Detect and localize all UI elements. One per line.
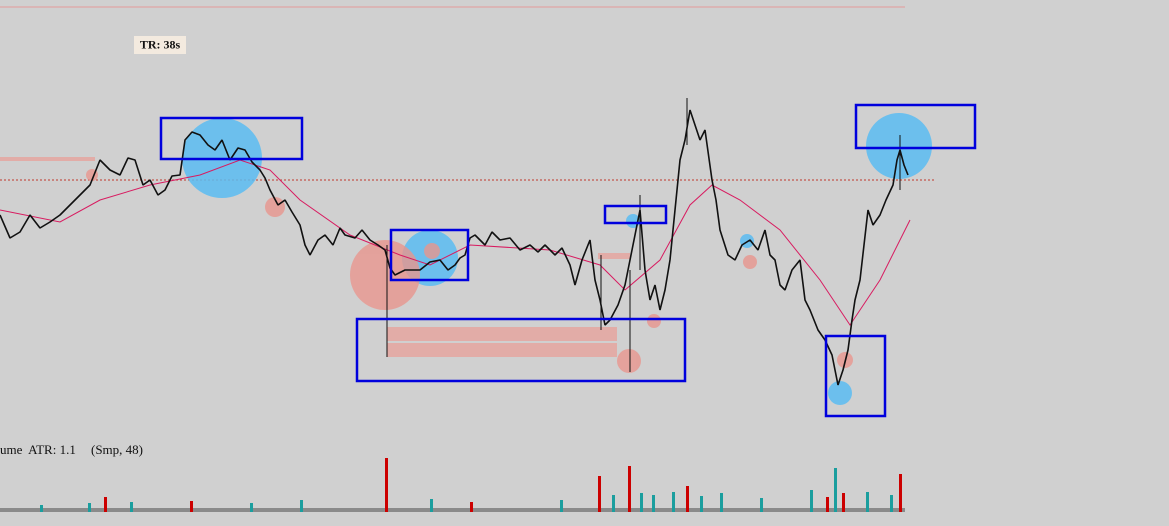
volume-bar — [866, 492, 869, 512]
volume-bar — [672, 492, 675, 512]
volume-bar — [130, 502, 133, 512]
bubble — [350, 240, 420, 310]
volume-base — [0, 508, 905, 512]
volume-bar — [890, 495, 893, 512]
volume-bar — [720, 493, 723, 512]
zones — [0, 157, 630, 357]
volume-bar — [810, 490, 813, 512]
highlight-box — [603, 204, 668, 225]
volume-bar — [385, 458, 388, 512]
red-bubbles — [86, 169, 853, 373]
zone — [387, 343, 617, 357]
highlight-box — [389, 228, 470, 282]
volume-bar — [640, 493, 643, 512]
bubble — [828, 381, 852, 405]
volume-bar — [899, 474, 902, 512]
volume-bar — [842, 493, 845, 512]
zone — [598, 253, 630, 259]
volume-bar — [834, 468, 837, 512]
bubble — [265, 197, 285, 217]
bubble — [647, 314, 661, 328]
volume-bar — [598, 476, 601, 512]
volume-bar — [430, 499, 433, 512]
indicator-label: ume ATR: 1.1 — [0, 442, 76, 457]
volume-bar — [104, 497, 107, 512]
bubble — [617, 349, 641, 373]
bubble — [424, 243, 440, 259]
volume-bars — [0, 458, 905, 512]
bubble — [743, 255, 757, 269]
price-line — [0, 109, 909, 386]
moving-average — [0, 159, 911, 326]
volume-bar — [250, 503, 253, 512]
volume-bar — [190, 501, 193, 512]
volume-bar — [652, 495, 655, 512]
timer-badge — [134, 36, 186, 54]
highlight-boxes — [159, 103, 977, 418]
volume-bar — [300, 500, 303, 512]
zone — [387, 327, 617, 341]
volume-bar — [628, 466, 631, 512]
indicator-params: (Smp, 48) — [91, 442, 143, 457]
volume-bar — [612, 495, 615, 512]
volume-bar — [760, 498, 763, 512]
volume-bar — [560, 500, 563, 512]
volume-bar — [686, 486, 689, 512]
volume-bar — [700, 496, 703, 512]
highlight-box — [159, 116, 304, 161]
volume-bar — [470, 502, 473, 512]
highlight-box — [854, 103, 977, 150]
bubble — [866, 113, 932, 179]
volume-bar — [40, 505, 43, 512]
zone — [0, 157, 95, 161]
highlight-box — [824, 334, 887, 418]
timer-label: TR: 38s — [140, 37, 181, 51]
volume-bar — [88, 503, 91, 512]
volume-bar — [826, 497, 829, 512]
highlight-box — [355, 317, 687, 383]
